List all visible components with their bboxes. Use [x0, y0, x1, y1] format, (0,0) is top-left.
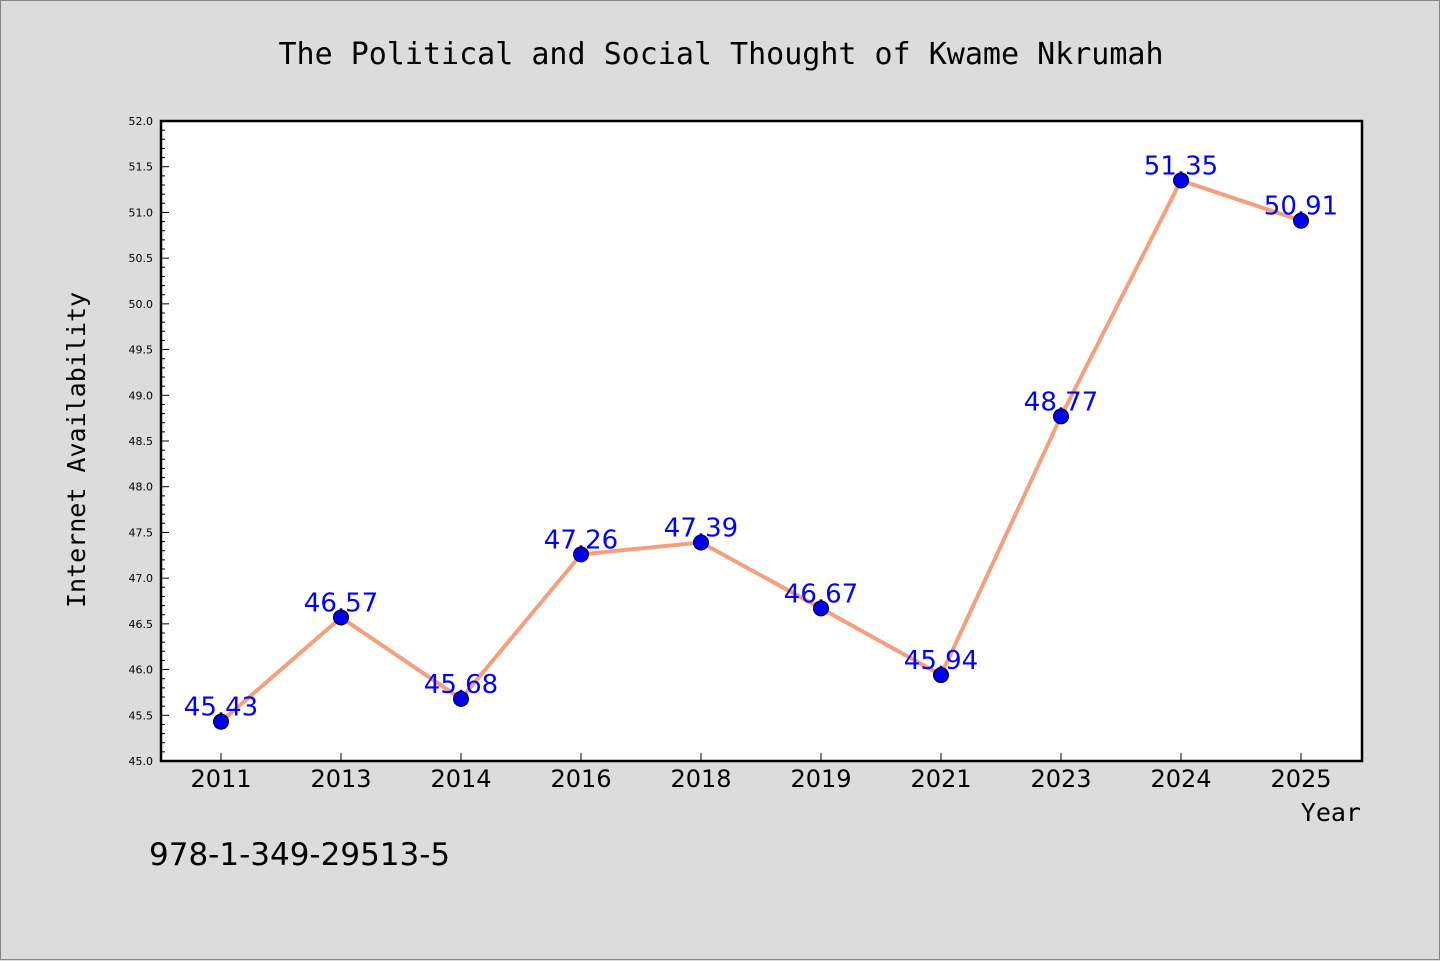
data-point: [813, 600, 829, 617]
data-point: [573, 546, 589, 563]
chart-title: The Political and Social Thought of Kwam…: [278, 37, 1163, 72]
x-tick-label: 2011: [190, 765, 251, 793]
y-tick-label: 49.5: [129, 344, 154, 357]
data-point: [933, 667, 949, 684]
y-tick-label: 47.5: [129, 526, 154, 539]
data-point: [693, 534, 709, 551]
plot-border: [159, 119, 1364, 763]
x-tick-label: 2021: [910, 765, 971, 793]
y-tick-label: 48.0: [129, 481, 154, 494]
x-tick-label: 2014: [430, 765, 491, 793]
y-tick-label: 52.0: [129, 115, 154, 128]
y-tick-label: 45.5: [129, 709, 154, 722]
y-tick-label: 50.0: [129, 298, 154, 311]
x-axis: 2011 2013 2014 2016 2018 2019 2021 2023 2024 2025: [190, 753, 1332, 793]
y-tick-label: 46.5: [129, 618, 154, 631]
y-axis-label: Internet Availability: [62, 292, 91, 608]
x-tick-label: 2013: [310, 765, 371, 793]
x-axis-label: Year: [1301, 798, 1361, 827]
x-tick-label: 2018: [670, 765, 731, 793]
x-tick-label: 2024: [1150, 765, 1211, 793]
x-tick-label: 2025: [1270, 765, 1331, 793]
x-tick-label: 2019: [790, 765, 851, 793]
y-tick-label: 51.0: [129, 206, 154, 219]
isbn-text: 978-1-349-29513-5: [149, 837, 450, 873]
y-tick-label: 50.5: [129, 252, 154, 265]
data-point: [453, 690, 469, 707]
x-tick-label: 2023: [1030, 765, 1091, 793]
y-tick-label: 45.0: [129, 755, 154, 768]
y-tick-label: 51.5: [129, 161, 154, 174]
data-point: [1173, 172, 1189, 189]
data-point: [333, 609, 349, 626]
plot-area: [161, 121, 1362, 761]
x-tick-label: 2016: [550, 765, 611, 793]
data-point: [1293, 212, 1309, 229]
y-tick-label: 49.0: [129, 389, 154, 402]
y-tick-label: 47.0: [129, 572, 154, 585]
y-tick-label: 46.0: [129, 664, 154, 677]
series-path: [219, 178, 1302, 724]
data-point: [1053, 408, 1069, 425]
data-point: [213, 713, 229, 730]
y-tick-label: 48.5: [129, 435, 154, 448]
